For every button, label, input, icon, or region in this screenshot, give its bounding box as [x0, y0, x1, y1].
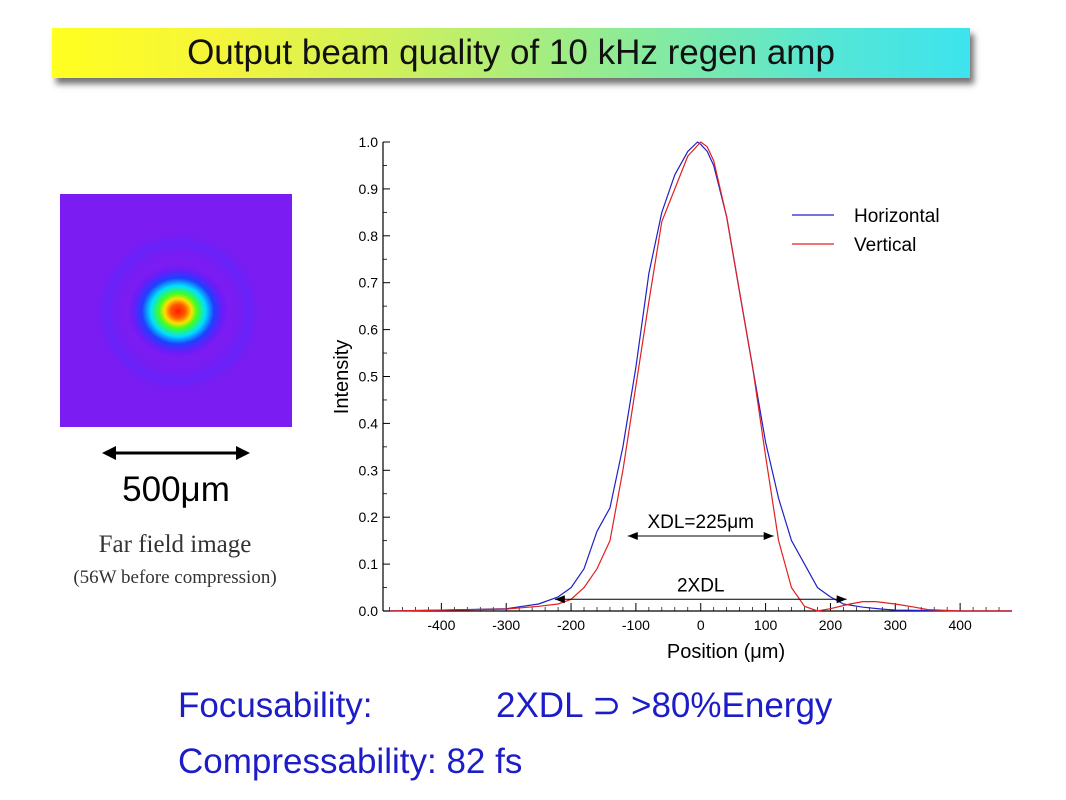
annotation-label: 2XDL [677, 575, 725, 596]
series-line-vertical [389, 141, 1012, 612]
scale-label: 500μm [122, 470, 230, 509]
x-axis: -400 -300 -200 -100 0 100 200 300 400 [389, 603, 1000, 633]
compressability-line: Compressability: 82 fs [178, 742, 522, 782]
x-tick-label: 0 [697, 617, 705, 633]
legend-label-vertical: Vertical [854, 235, 916, 256]
page-title: Output beam quality of 10 kHz regen amp [187, 33, 835, 72]
y-tick-label: 0.5 [359, 369, 379, 385]
image-subcaption: (56W before compression) [73, 567, 277, 588]
x-tick-label: 300 [884, 617, 908, 633]
annotation-arrowhead-left [554, 595, 565, 604]
x-axis-label: Position (μm) [667, 641, 785, 663]
compressability-value: 82 fs [446, 742, 523, 781]
annotation-arrowhead-right [836, 595, 847, 604]
y-tick-label: 0.6 [359, 322, 379, 338]
annotation-label: XDL=225μm [647, 512, 754, 533]
annotation-arrowhead-right [763, 531, 774, 540]
y-tick-label: 0.9 [359, 181, 379, 197]
y-tick-label: 0.3 [359, 462, 379, 478]
y-tick-label: 0.2 [359, 509, 379, 525]
y-tick-label: 0.8 [359, 228, 379, 244]
beam-profile-chart: 0.0 0.1 0.2 0.3 0.4 0.5 0.6 0.7 0.8 0.9 1.0 -400 -3… [331, 134, 1012, 663]
compressability-label: Compressability: [178, 742, 437, 781]
x-tick-label: -400 [427, 617, 455, 633]
far-field-beam-image [60, 194, 292, 427]
series-layer [389, 141, 1012, 612]
x-tick-label: -300 [492, 617, 520, 633]
legend: Horizontal Vertical [792, 206, 940, 256]
x-tick-label: 200 [819, 617, 843, 633]
y-tick-label: 0.7 [359, 275, 379, 291]
x-tick-label: -200 [557, 617, 585, 633]
image-caption: Far field image [98, 531, 252, 558]
scale-arrow [102, 446, 250, 460]
y-axis: 0.0 0.1 0.2 0.3 0.4 0.5 0.6 0.7 0.8 0.9 1.0 [359, 134, 390, 619]
focusability-label: Focusability: [178, 686, 373, 725]
annotation-arrowhead-left [627, 531, 638, 540]
legend-label-horizontal: Horizontal [854, 206, 940, 227]
y-tick-label: 0.1 [359, 556, 379, 572]
y-tick-label: 0.0 [359, 603, 379, 619]
title-banner: Output beam quality of 10 kHz regen amp [52, 28, 970, 78]
series-line-horizontal [389, 141, 1012, 612]
x-tick-label: -100 [622, 617, 650, 633]
x-tick-label: 400 [948, 617, 972, 633]
focusability-value: 2XDL ⊃ >80%Energy [496, 686, 833, 725]
focusability-line: Focusability: 2XDL ⊃ >80%Energy [178, 686, 832, 726]
y-axis-label: Intensity [331, 340, 353, 414]
y-tick-label: 0.4 [359, 415, 379, 431]
annotation-layer: XDL=225μm 2XDL [554, 512, 847, 604]
x-tick-label: 100 [754, 617, 778, 633]
y-tick-label: 1.0 [359, 134, 379, 150]
